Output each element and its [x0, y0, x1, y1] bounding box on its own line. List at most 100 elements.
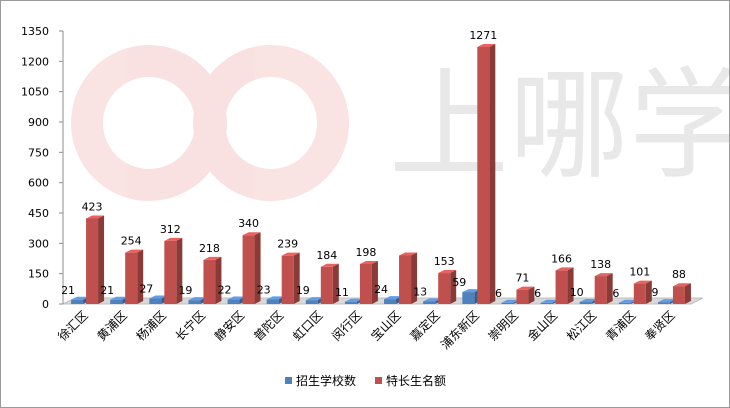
bar-quota [516, 286, 535, 304]
data-label-quota: 239 [277, 238, 298, 251]
bar-quota-side [528, 286, 535, 304]
data-label-quota: 71 [515, 272, 529, 285]
bar-schools-front [423, 301, 436, 304]
bar-quota-side [606, 273, 613, 304]
bar-quota-side [332, 263, 339, 304]
bar-quota-side [450, 270, 457, 304]
bar-quota-front [516, 289, 529, 304]
bar-quota-side [137, 249, 144, 304]
bar-quota [86, 215, 105, 304]
y-tick-label: 750 [28, 146, 49, 159]
x-category-label: 徐汇区 [55, 308, 91, 344]
bar-quota-front [633, 283, 646, 304]
bars-layer [71, 43, 691, 304]
bar-schools-front [71, 299, 84, 304]
bar-schools-front [266, 299, 279, 304]
bar-schools-front [110, 299, 123, 304]
y-tick-label: 450 [28, 207, 49, 220]
bar-quota-side [411, 252, 418, 304]
bar-quota [555, 267, 574, 304]
data-label-schools: 19 [178, 284, 192, 297]
bar-quota [125, 249, 144, 304]
bar-quota-front [281, 255, 294, 304]
data-label-schools: 9 [651, 286, 658, 299]
data-label-schools: 59 [452, 276, 466, 289]
x-category-label: 松江区 [564, 308, 599, 343]
watermark-logo-left-ring [71, 45, 227, 201]
data-label-schools: 21 [61, 284, 75, 297]
x-category-label: 浦东新区 [437, 308, 482, 353]
data-label-quota: 312 [160, 223, 181, 236]
bar-schools-front [188, 300, 201, 304]
bar-quota [399, 252, 418, 304]
data-label-schools: 6 [612, 287, 619, 300]
bar-quota [633, 280, 652, 304]
bar-quota [477, 43, 496, 304]
bar-quota-front [555, 270, 568, 304]
data-label-schools: 10 [570, 286, 584, 299]
bar-schools-front [305, 300, 318, 304]
bar-quota-front [399, 255, 412, 304]
legend: 招生学校数 特长生名额 [285, 373, 446, 388]
data-label-schools: 19 [296, 284, 310, 297]
data-label-quota: 218 [199, 242, 220, 255]
legend-label-schools: 招生学校数 [296, 373, 356, 388]
x-category-label: 宝山区 [368, 308, 403, 343]
data-label-schools: 6 [495, 287, 502, 300]
bar-quota-side [293, 252, 300, 304]
bar-quota-front [359, 263, 372, 304]
x-category-label: 虹口区 [290, 308, 325, 343]
legend-label-quota: 特长生名额 [386, 373, 446, 388]
x-category-label: 普陀区 [250, 308, 286, 344]
bar-quota-front [203, 259, 216, 304]
y-tick-label: 0 [42, 298, 49, 311]
bar-quota-side [645, 280, 652, 304]
data-label-quota: 88 [672, 268, 686, 281]
x-category-label: 黄浦区 [94, 308, 129, 343]
bar-quota [320, 263, 339, 304]
bar-schools-front [149, 298, 162, 304]
bar-schools-front [618, 302, 631, 304]
bar-quota-front [320, 266, 333, 304]
bar-schools-front [657, 302, 670, 304]
bar-quota-side [489, 43, 496, 304]
bar-schools-front [227, 299, 240, 304]
bar-schools-front [384, 299, 397, 304]
data-label-quota: 184 [316, 249, 337, 262]
bar-quota [164, 237, 183, 304]
watermark-text: 上哪学 [389, 57, 729, 196]
data-label-quota: 340 [238, 217, 259, 230]
bar-quota [359, 260, 378, 304]
bar-quota-front [86, 218, 99, 304]
x-category-label: 静安区 [211, 308, 247, 344]
x-category-label: 崇明区 [486, 308, 521, 343]
bar-quota-front [125, 252, 138, 304]
y-tick-label: 900 [28, 116, 49, 129]
legend-swatch-schools [285, 377, 292, 384]
data-label-schools: 24 [374, 283, 388, 296]
data-label-schools: 6 [534, 287, 541, 300]
x-category-label: 青浦区 [603, 308, 638, 343]
data-label-quota: 198 [355, 246, 376, 259]
y-tick-label: 1050 [21, 86, 49, 99]
bar-quota [242, 232, 261, 304]
bar-quota-side [98, 215, 105, 304]
bar-quota-side [684, 283, 691, 304]
x-category-label: 嘉定区 [407, 308, 443, 344]
bar-quota-front [438, 273, 451, 304]
data-label-schools: 27 [139, 283, 153, 296]
bar-quota-side [567, 267, 574, 304]
x-category-label: 杨浦区 [133, 308, 169, 344]
data-label-quota: 254 [121, 235, 142, 248]
labels-layer: 21 423 21 254 27 312 19 218 22 340 23 239 19 184 11 198… [61, 29, 686, 300]
data-label-schools: 23 [257, 283, 271, 296]
data-label-quota: 423 [82, 200, 103, 213]
y-tick-label: 1350 [21, 25, 49, 38]
y-tick-label: 600 [28, 177, 49, 190]
bar-quota-front [594, 276, 607, 304]
watermark: 上哪学 [71, 45, 729, 201]
data-label-schools: 13 [413, 285, 427, 298]
bar-schools-front [540, 302, 553, 304]
bar-quota-side [371, 260, 378, 304]
